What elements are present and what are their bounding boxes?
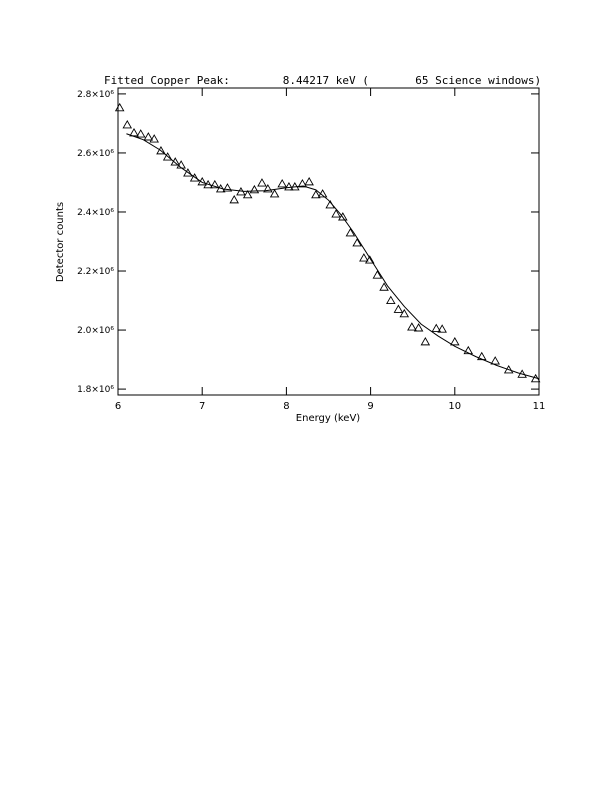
data-point <box>183 168 193 177</box>
data-point <box>431 323 442 333</box>
data-point <box>352 238 362 247</box>
x-tick-label: 11 <box>533 401 546 412</box>
y-tick-label: 2.4×10⁶ <box>77 208 114 218</box>
y-tick-label: 2.2×10⁶ <box>77 267 114 277</box>
y-tick-label: 2.0×10⁶ <box>77 326 114 336</box>
x-tick-label: 8 <box>283 401 289 412</box>
y-axis-label: Detector counts <box>55 202 66 282</box>
x-tick-label: 6 <box>115 401 121 412</box>
data-point <box>249 184 260 194</box>
data-point <box>269 189 280 198</box>
chart-title: Fitted Copper Peak: 8.44217 keV ( 65 Sci… <box>104 74 541 87</box>
data-point <box>277 179 287 188</box>
data-point <box>379 282 389 291</box>
y-tick-label: 2.6×10⁶ <box>77 149 114 159</box>
data-point <box>210 179 220 189</box>
data-point <box>407 322 417 331</box>
data-point <box>490 356 500 365</box>
data-point <box>359 253 369 262</box>
data-point <box>386 295 396 304</box>
data-point <box>122 119 133 129</box>
data-point <box>129 127 139 137</box>
data-point <box>413 323 424 332</box>
data-point <box>284 181 294 191</box>
data-point <box>393 304 404 313</box>
data-point <box>304 176 314 186</box>
data-point <box>372 270 383 279</box>
data-point <box>143 132 154 141</box>
data-point <box>399 308 410 318</box>
data-point <box>364 255 375 264</box>
data-point <box>263 184 273 193</box>
data-point <box>297 179 308 188</box>
data-point <box>450 336 460 346</box>
data-point <box>437 324 447 333</box>
data-point <box>229 194 239 204</box>
data-point <box>203 179 213 189</box>
data-point <box>114 102 125 112</box>
y-tick-label: 2.8×10⁶ <box>77 90 114 100</box>
data-point <box>420 336 431 346</box>
data-point <box>149 134 159 143</box>
data-point <box>345 228 356 237</box>
x-axis-label: Energy (keV) <box>296 413 361 424</box>
data-point <box>162 152 173 161</box>
data-point <box>242 189 253 199</box>
data-point <box>222 183 233 192</box>
data-point <box>135 129 146 138</box>
y-tick-label: 1.8×10⁶ <box>77 385 114 395</box>
data-point <box>257 178 267 187</box>
x-tick-label: 10 <box>448 401 461 412</box>
fit-line <box>126 133 540 380</box>
data-point <box>331 209 341 218</box>
data-point <box>189 173 200 182</box>
x-tick-label: 9 <box>367 401 373 412</box>
plot-frame <box>117 87 540 396</box>
data-point <box>463 345 474 355</box>
data-point <box>311 189 321 199</box>
x-tick-label: 7 <box>199 401 205 412</box>
data-point <box>156 145 166 155</box>
data-point <box>338 212 348 221</box>
